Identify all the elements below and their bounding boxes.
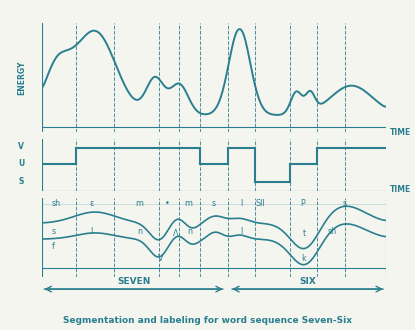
Text: sh: sh: [328, 227, 337, 236]
Text: f: f: [52, 243, 55, 251]
Text: s: s: [342, 199, 347, 208]
Text: ENERGY: ENERGY: [17, 60, 27, 95]
Text: •: •: [165, 199, 170, 208]
Text: S: S: [19, 178, 24, 186]
Text: Λ: Λ: [173, 229, 178, 238]
Text: TIME: TIME: [389, 185, 411, 194]
Text: P: P: [300, 199, 305, 208]
Text: I: I: [240, 227, 242, 236]
Text: Segmentation and labeling for word sequence Seven-Six: Segmentation and labeling for word seque…: [63, 316, 352, 325]
Text: l: l: [240, 199, 242, 208]
Text: k: k: [302, 254, 306, 263]
Text: V: V: [18, 142, 24, 151]
Text: V: V: [158, 254, 163, 263]
Text: n: n: [187, 227, 192, 236]
Text: TIME: TIME: [389, 128, 411, 137]
Text: SEVEN: SEVEN: [117, 277, 150, 286]
Text: sh: sh: [52, 199, 61, 208]
Text: ε: ε: [89, 199, 94, 208]
Text: Sll: Sll: [255, 199, 265, 208]
Text: n: n: [137, 227, 142, 236]
Text: s: s: [52, 227, 56, 236]
Text: m: m: [184, 199, 192, 208]
Text: I: I: [90, 227, 93, 236]
Text: t: t: [303, 229, 305, 238]
Text: U: U: [18, 159, 24, 168]
Text: m: m: [136, 199, 144, 208]
Text: SIX: SIX: [299, 277, 316, 286]
Text: s: s: [212, 199, 216, 208]
